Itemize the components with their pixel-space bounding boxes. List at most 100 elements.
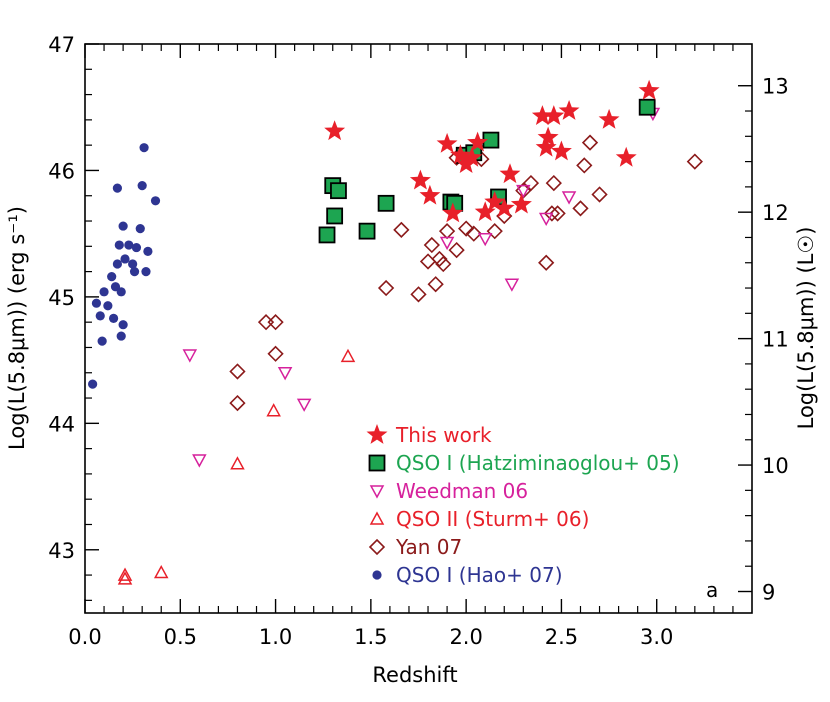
circle-point [107, 272, 117, 282]
circle-point [116, 331, 126, 341]
legend: This work QSO I (Hatziminaoglou+ 05) Weedm… [366, 423, 680, 587]
axis-ticks: 0.0 0.5 1.0 1.5 2.0 2.5 3.0 43 44 45 46 47 9 10 11 12 13 [48, 33, 788, 649]
circle-point [128, 259, 138, 269]
y-tick-label: 46 [48, 159, 75, 183]
circle-point [120, 254, 130, 264]
diamond-point [427, 276, 444, 293]
star-point [467, 131, 488, 152]
star-point [450, 144, 471, 165]
diamond-point [431, 250, 448, 268]
diamond-point [423, 236, 440, 254]
diamond-point [393, 221, 410, 239]
circle-point [99, 287, 109, 297]
diamond-point [435, 255, 452, 273]
star-point [442, 202, 464, 223]
y-axis-label-left: Log(L(5.8μm)) (erg s⁻¹) [5, 206, 29, 450]
legend-marker-circle [372, 570, 382, 580]
circle-point [131, 242, 142, 253]
diamond-point [229, 363, 246, 380]
star-point [436, 132, 458, 153]
triangle-down-point [192, 454, 207, 468]
diamond-point [448, 241, 465, 259]
x-tick-label: 2.0 [449, 625, 482, 649]
circle-point [150, 196, 161, 206]
legend-marker-square [368, 454, 386, 472]
star-point [531, 105, 553, 125]
triangle-down-point [561, 191, 577, 205]
y-tick-label: 45 [48, 286, 75, 310]
diamond-point [267, 345, 284, 362]
star-point [474, 201, 496, 222]
triangle-up-point [340, 348, 356, 363]
diamond-point [545, 174, 562, 192]
star-point [455, 153, 477, 173]
x-tick-label: 0.0 [68, 625, 101, 649]
y-tick-label: 47 [48, 33, 75, 57]
star-point [558, 100, 580, 120]
diamond-point [591, 186, 608, 203]
circle-point [112, 259, 122, 269]
legend-marker-triangle-down [369, 485, 385, 499]
y-right-tick-label: 10 [762, 454, 789, 478]
star-point [638, 79, 660, 100]
diamond-point [686, 153, 703, 170]
triangle-up-point [117, 567, 133, 581]
star-point [535, 136, 557, 157]
circle-point [103, 301, 113, 311]
circle-point [137, 181, 147, 191]
diamond-point [458, 220, 475, 237]
star-point [543, 105, 565, 125]
legend-label: QSO I (Hao+ 07) [396, 563, 563, 587]
x-axis-label: Redshift [372, 663, 457, 687]
circle-point [112, 183, 122, 193]
triangle-up-point [230, 456, 245, 470]
square-point [377, 194, 395, 212]
diamond-point [419, 253, 437, 270]
y-right-tick-label: 11 [762, 328, 789, 352]
square-point [326, 207, 344, 225]
circle-point [139, 143, 149, 153]
star-point [493, 197, 515, 218]
star-point [615, 146, 637, 167]
triangle-down-point [504, 278, 520, 292]
diamond-point [486, 223, 503, 240]
triangle-down-point [277, 367, 293, 381]
x-tick-label: 0.5 [164, 625, 197, 649]
triangle-up-point [153, 564, 169, 579]
y-tick-label: 43 [48, 539, 75, 563]
square-point [318, 226, 336, 244]
star-point [419, 184, 441, 205]
diamond-point [522, 174, 540, 192]
diamond-point [581, 134, 599, 151]
circle-point [143, 246, 153, 256]
diamond-point [572, 200, 589, 217]
star-point [510, 193, 532, 214]
circle-point [141, 267, 151, 277]
diamond-point [465, 225, 482, 242]
square-point [358, 222, 376, 240]
star-point [461, 146, 483, 167]
star-point [551, 140, 572, 161]
circle-point [129, 267, 140, 277]
y-right-tick-label: 9 [762, 581, 775, 605]
triangle-down-point [182, 349, 198, 363]
diamond-point [576, 157, 593, 174]
x-tick-label: 3.0 [640, 625, 673, 649]
star-point [537, 126, 559, 147]
star-point [484, 191, 506, 211]
diamond-point [377, 279, 395, 297]
diamond-point [438, 223, 456, 240]
square-point [638, 98, 656, 116]
y-axis-label-right: Log(L(5.8μm)) (L☉) [794, 227, 818, 430]
y-right-tick-label: 13 [762, 75, 789, 99]
x-tick-label: 1.0 [259, 625, 292, 649]
circle-point [124, 240, 134, 250]
diamond-point [410, 286, 427, 303]
star-point [324, 120, 346, 141]
triangle-down-point [477, 232, 493, 247]
diamond-point [257, 314, 275, 331]
x-tick-label: 2.5 [545, 625, 578, 649]
legend-label: QSO I (Hatziminaoglou+ 05) [396, 451, 680, 475]
diamond-point [543, 205, 561, 222]
